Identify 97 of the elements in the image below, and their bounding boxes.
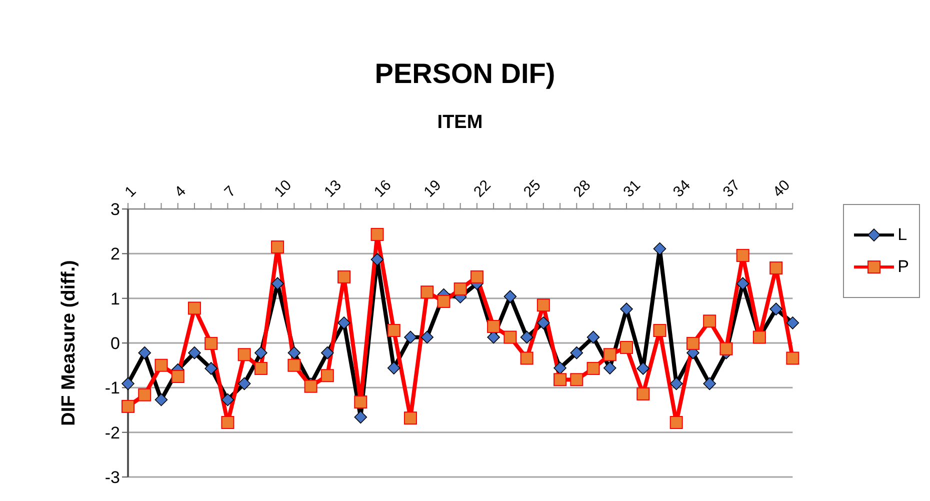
y-tick-label: -2 <box>104 423 120 442</box>
point <box>320 369 334 382</box>
point <box>554 373 567 386</box>
point <box>370 253 384 266</box>
y-axis-title: DIF Measure (diff.) <box>58 260 80 426</box>
point <box>520 352 534 365</box>
point <box>171 370 184 383</box>
point <box>653 242 666 256</box>
y-tick-label: 0 <box>110 334 120 354</box>
point <box>487 320 500 333</box>
point <box>487 330 500 344</box>
point <box>154 358 168 372</box>
point <box>387 324 400 337</box>
point <box>504 290 517 303</box>
point <box>786 352 800 365</box>
x-tick-label: 31 <box>620 176 644 201</box>
point <box>204 336 218 350</box>
point <box>122 377 134 390</box>
point <box>188 346 201 360</box>
point <box>238 348 251 362</box>
x-tick-label: 10 <box>271 176 296 201</box>
point <box>570 373 584 386</box>
point <box>154 393 168 406</box>
x-tick-label: 40 <box>770 176 794 201</box>
point <box>387 362 400 374</box>
point <box>138 346 152 360</box>
chart-title: PERSON DIF) <box>374 58 556 90</box>
point <box>686 336 700 350</box>
y-tick-label: -3 <box>104 468 120 488</box>
y-tick-label: 2 <box>110 244 120 264</box>
x-tick-label: 4 <box>171 182 190 201</box>
point <box>720 342 733 356</box>
y-tick-label: -1 <box>104 378 120 398</box>
point <box>454 282 467 296</box>
point <box>138 388 152 402</box>
point <box>437 294 450 308</box>
point <box>670 377 683 390</box>
point <box>122 400 134 413</box>
point <box>238 377 251 390</box>
point <box>620 340 633 354</box>
point <box>370 228 384 241</box>
x-tick-label: 34 <box>670 176 694 201</box>
point <box>586 362 600 375</box>
point <box>770 302 782 316</box>
point <box>188 302 201 315</box>
point <box>354 395 368 408</box>
point <box>288 346 301 360</box>
y-tick-label: 1 <box>110 289 120 308</box>
point <box>636 387 650 400</box>
x-tick-label: 28 <box>570 176 594 201</box>
x-tick-label: 16 <box>370 176 395 201</box>
point <box>420 330 434 344</box>
point <box>470 270 484 284</box>
point <box>603 362 616 374</box>
x-axis-title: ITEM <box>436 112 484 134</box>
y-tick-label: 3 <box>110 200 120 220</box>
point <box>586 330 600 344</box>
x-tick-label: 25 <box>520 176 544 201</box>
point <box>703 377 716 390</box>
point <box>670 416 683 430</box>
point <box>554 362 566 374</box>
point <box>221 416 234 430</box>
point <box>537 316 550 330</box>
point <box>653 324 666 337</box>
legend-label: P <box>898 256 909 276</box>
point <box>320 346 334 360</box>
point <box>204 362 218 375</box>
point <box>770 261 783 274</box>
x-tick-label: 13 <box>321 176 345 201</box>
point <box>620 302 633 316</box>
point <box>288 358 301 372</box>
point <box>338 316 350 330</box>
point <box>254 346 268 360</box>
legend-label: L <box>898 224 908 244</box>
point <box>520 330 534 344</box>
point <box>420 286 434 299</box>
point <box>736 248 750 262</box>
point <box>271 277 284 290</box>
point <box>404 330 417 344</box>
x-tick-label: 37 <box>720 176 744 201</box>
point <box>504 330 517 344</box>
point <box>338 270 351 284</box>
point <box>536 298 550 312</box>
point <box>404 412 417 425</box>
point <box>703 314 716 328</box>
point <box>736 277 750 290</box>
point <box>603 348 616 362</box>
x-tick-label: 7 <box>221 182 240 201</box>
point <box>786 316 800 330</box>
point <box>221 393 234 406</box>
point <box>271 240 284 254</box>
point <box>636 362 650 375</box>
point <box>254 362 268 375</box>
point <box>354 410 368 424</box>
x-tick-label: 19 <box>420 176 445 201</box>
point <box>570 346 584 360</box>
x-tick-label: 22 <box>470 176 494 201</box>
